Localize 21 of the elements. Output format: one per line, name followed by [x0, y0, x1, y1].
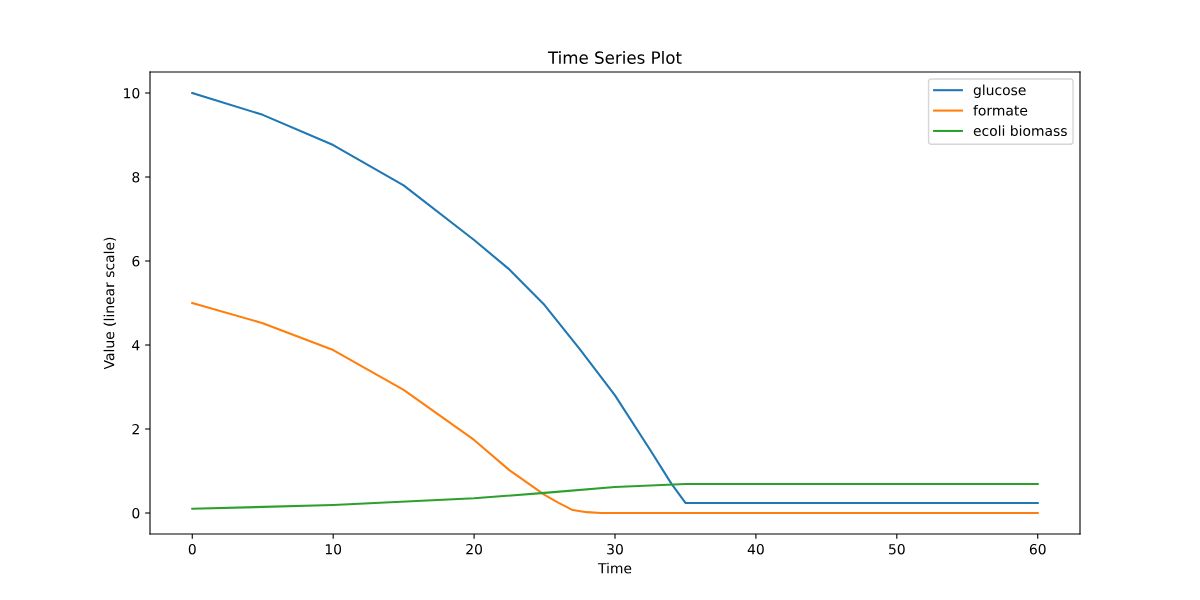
x-tick-label: 0 — [188, 543, 196, 555]
x-tick-label: 40 — [747, 543, 764, 555]
y-tick-label: 8 — [132, 171, 140, 183]
legend-label: formate — [973, 104, 1028, 116]
y-tick-label: 4 — [132, 340, 140, 351]
y-tick-label: 0 — [132, 507, 140, 519]
x-axis-title: Time — [597, 562, 632, 574]
x-tick-label: 20 — [466, 543, 483, 555]
chart-title: Time Series Plot — [547, 51, 682, 64]
line-series — [191, 301, 1039, 515]
x-tick-label: 30 — [607, 543, 623, 555]
y-axis-title: Value (linear scale) — [103, 237, 116, 370]
x-tick-label: 10 — [325, 543, 342, 555]
legend-label: ecoli biomass — [973, 125, 1067, 137]
y-tick-label: 2 — [132, 423, 139, 435]
x-tick-label: 60 — [1029, 543, 1046, 555]
y-tick-label: 10 — [124, 87, 140, 99]
y-tick-label: 6 — [132, 255, 140, 267]
x-tick-label: 50 — [889, 543, 905, 555]
line-series — [191, 482, 1039, 510]
legend-label: glucose — [973, 84, 1026, 98]
